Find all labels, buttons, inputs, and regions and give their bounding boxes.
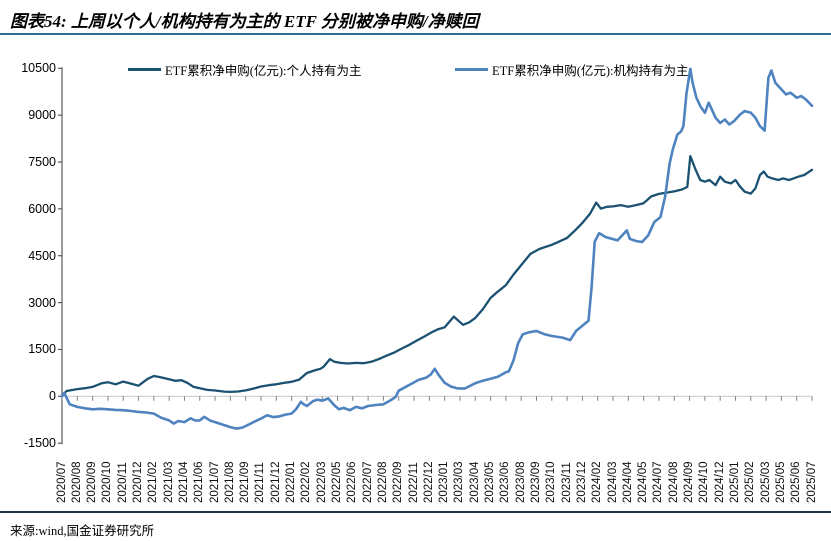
x-tick-label: 2024/08 xyxy=(667,461,680,503)
x-tick-label: 2023/05 xyxy=(484,461,497,503)
x-tick-label: 2023/03 xyxy=(453,461,466,503)
x-tick-label: 2024/09 xyxy=(683,461,696,503)
x-tick-label: 2023/11 xyxy=(560,462,573,503)
x-tick-label: 2022/06 xyxy=(346,461,359,503)
y-tick-label: 1500 xyxy=(28,342,56,357)
x-tick-label: 2022/12 xyxy=(422,461,435,503)
x-tick-label: 2023/01 xyxy=(438,461,451,503)
x-tick-label: 2022/03 xyxy=(315,461,328,503)
x-tick-label: 2021/03 xyxy=(162,461,175,503)
x-tick-label: 2024/12 xyxy=(713,461,726,503)
x-tick-label: 2021/02 xyxy=(147,461,160,503)
x-tick-label: 2023/12 xyxy=(575,461,588,503)
legend-label-institution: ETF累积净申购(亿元):机构持有为主 xyxy=(492,63,689,78)
x-tick-label: 2025/06 xyxy=(790,461,803,503)
x-tick-label: 2025/07 xyxy=(805,461,818,503)
legend-item-individual: ETF累积净申购(亿元):个人持有为主 xyxy=(128,61,362,78)
x-tick-label: 2025/01 xyxy=(728,461,741,503)
x-tick-label: 2024/10 xyxy=(698,461,711,503)
x-tick-label: 2024/05 xyxy=(637,461,650,503)
x-tick-label: 2023/10 xyxy=(545,461,558,503)
x-tick-label: 2020/07 xyxy=(55,461,68,503)
x-tick-label: 2022/08 xyxy=(376,461,389,503)
source-note: 来源:wind,国金证券研究所 xyxy=(10,524,155,538)
chart-title: 图表54: 上周以个人/机构持有为主的 ETF 分别被净申购/净赎回 xyxy=(10,12,479,31)
x-tick-label: 2020/10 xyxy=(101,461,114,503)
x-tick-label: 2024/02 xyxy=(591,461,604,503)
x-tick-label: 2021/06 xyxy=(193,461,206,503)
x-tick-label: 2021/07 xyxy=(208,461,221,503)
x-tick-label: 2023/06 xyxy=(499,461,512,503)
x-tick-label: 2023/09 xyxy=(529,461,542,503)
x-tick-label: 2020/12 xyxy=(132,461,145,503)
x-tick-label: 2020/09 xyxy=(86,461,99,503)
x-tick-label: 2022/02 xyxy=(300,461,313,503)
x-tick-label: 2022/01 xyxy=(285,461,298,503)
x-tick-label: 2022/11 xyxy=(407,462,420,503)
x-tick-label: 2020/11 xyxy=(116,462,129,503)
x-tick-label: 2020/08 xyxy=(70,461,83,503)
y-tick-label: 7500 xyxy=(28,155,56,169)
y-tick-label: 3000 xyxy=(28,295,56,310)
legend: ETF累积净申购(亿元):个人持有为主 ETF累积净申购(亿元):机构持有为主 xyxy=(0,61,831,78)
x-tick-label: 2023/08 xyxy=(514,461,527,503)
title-rule xyxy=(0,33,831,35)
y-tick-label: 4500 xyxy=(28,248,56,263)
y-tick-label: 10500 xyxy=(21,61,56,76)
x-tick-label: 2022/07 xyxy=(361,461,374,503)
x-tick-label: 2021/11 xyxy=(254,462,267,503)
x-tick-label: 2024/04 xyxy=(621,461,634,503)
x-tick-label: 2021/12 xyxy=(269,461,282,503)
y-tick-label: 6000 xyxy=(28,201,56,216)
legend-line-swatch-individual xyxy=(128,67,161,71)
x-tick-label: 2024/03 xyxy=(606,461,619,503)
x-tick-label: 2025/05 xyxy=(774,461,787,503)
series-line-institution xyxy=(60,67,814,430)
x-tick-label: 2025/02 xyxy=(744,461,757,503)
x-tick-label: 2021/09 xyxy=(239,461,252,503)
y-tick-label: 9000 xyxy=(28,108,56,123)
series-line-individual xyxy=(60,154,814,397)
legend-label-individual: ETF累积净申购(亿元):个人持有为主 xyxy=(165,63,362,78)
x-tick-label: 2022/05 xyxy=(331,461,343,503)
legend-line-swatch-institution xyxy=(455,67,488,71)
x-tick-label: 2025/03 xyxy=(759,461,772,503)
y-tick-label: -1500 xyxy=(24,436,56,451)
x-tick-label: 2022/09 xyxy=(392,461,405,503)
x-tick-label: 2024/07 xyxy=(652,461,665,503)
y-tick-label: 0 xyxy=(49,389,56,404)
legend-item-institution: ETF累积净申购(亿元):机构持有为主 xyxy=(455,61,689,78)
x-tick-label: 2023/04 xyxy=(468,461,481,503)
footer-rule xyxy=(0,511,831,513)
x-tick-label: 2021/08 xyxy=(223,461,236,503)
x-tick-label: 2021/04 xyxy=(177,461,190,503)
